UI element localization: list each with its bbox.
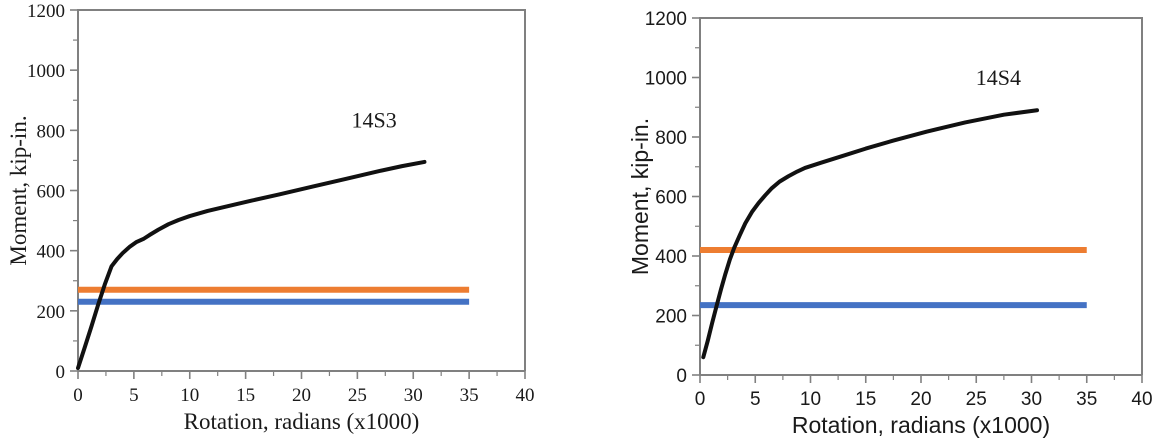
y-axis-title: Moment, kip-in.: [6, 115, 31, 265]
data-curve-14S4: [701, 108, 1040, 360]
data-curve-14S3: [76, 159, 427, 370]
series-annotation: 14S4: [976, 65, 1021, 90]
y-tick-label: 600: [37, 182, 66, 203]
x-tick-label: 30: [404, 385, 423, 406]
y-tick-label: 1000: [27, 61, 65, 82]
y-tick-label: 1000: [645, 69, 687, 90]
x-tick-label: 20: [910, 389, 931, 410]
chart-svg-14S4: 0 200 400 600 800 1000 1200 0 5 10 15 20 25 30 35 40 14S…: [627, 9, 1153, 438]
x-tick-label: 15: [236, 385, 255, 406]
x-tick-label: 25: [348, 385, 367, 406]
x-tick-label: 0: [695, 389, 706, 410]
chart-svg-14S3: 0 200 400 600 800 1000 1200 0 5 10 15 20 25 30 35 40 14S…: [6, 1, 535, 434]
x-tick-label: 35: [1076, 389, 1097, 410]
x-tick-label: 10: [800, 389, 821, 410]
y-axis-title: Moment, kip-in.: [627, 118, 653, 275]
x-tick-label: 35: [460, 385, 479, 406]
chart-panel-14S4: 0 200 400 600 800 1000 1200 0 5 10 15 20 25 30 35 40 14S…: [578, 0, 1156, 438]
x-tick-label: 40: [516, 385, 535, 406]
x-tick-label: 5: [750, 389, 761, 410]
x-axis-title: Rotation, radians (x1000): [184, 409, 420, 434]
y-tick-label: 200: [655, 307, 687, 328]
y-tick-label: 400: [37, 242, 66, 263]
y-tick-label: 1200: [645, 9, 687, 30]
x-tick-label: 0: [73, 385, 83, 406]
chart-panel-14S3: 0 200 400 600 800 1000 1200 0 5 10 15 20 25 30 35 40 14S…: [6, 1, 535, 434]
y-tick-label: 800: [37, 121, 66, 142]
x-tick-label: 30: [1021, 389, 1042, 410]
x-tick-label: 20: [292, 385, 311, 406]
y-tick-label: 0: [676, 366, 687, 387]
series-annotation: 14S3: [352, 107, 397, 132]
y-tick-label: 1200: [27, 1, 65, 22]
y-tick-label: 0: [56, 362, 66, 383]
y-tick-label: 600: [655, 188, 687, 209]
x-tick-label: 10: [180, 385, 199, 406]
x-tick-label: 15: [855, 389, 876, 410]
x-axis-title: Rotation, radians (x1000): [792, 412, 1050, 438]
y-tick-label: 200: [37, 302, 66, 323]
x-tick-label: 40: [1131, 389, 1152, 410]
y-tick-label: 800: [655, 128, 687, 149]
x-tick-label: 5: [129, 385, 139, 406]
y-tick-label: 400: [655, 247, 687, 268]
x-tick-label: 25: [966, 389, 987, 410]
